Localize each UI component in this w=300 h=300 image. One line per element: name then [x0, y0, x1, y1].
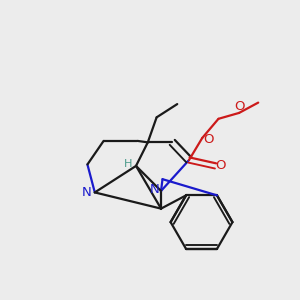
- Text: H: H: [124, 159, 132, 169]
- Text: O: O: [203, 133, 214, 146]
- Text: N: N: [82, 186, 92, 199]
- Text: O: O: [234, 100, 244, 113]
- Text: O: O: [216, 159, 226, 172]
- Text: N: N: [150, 183, 159, 196]
